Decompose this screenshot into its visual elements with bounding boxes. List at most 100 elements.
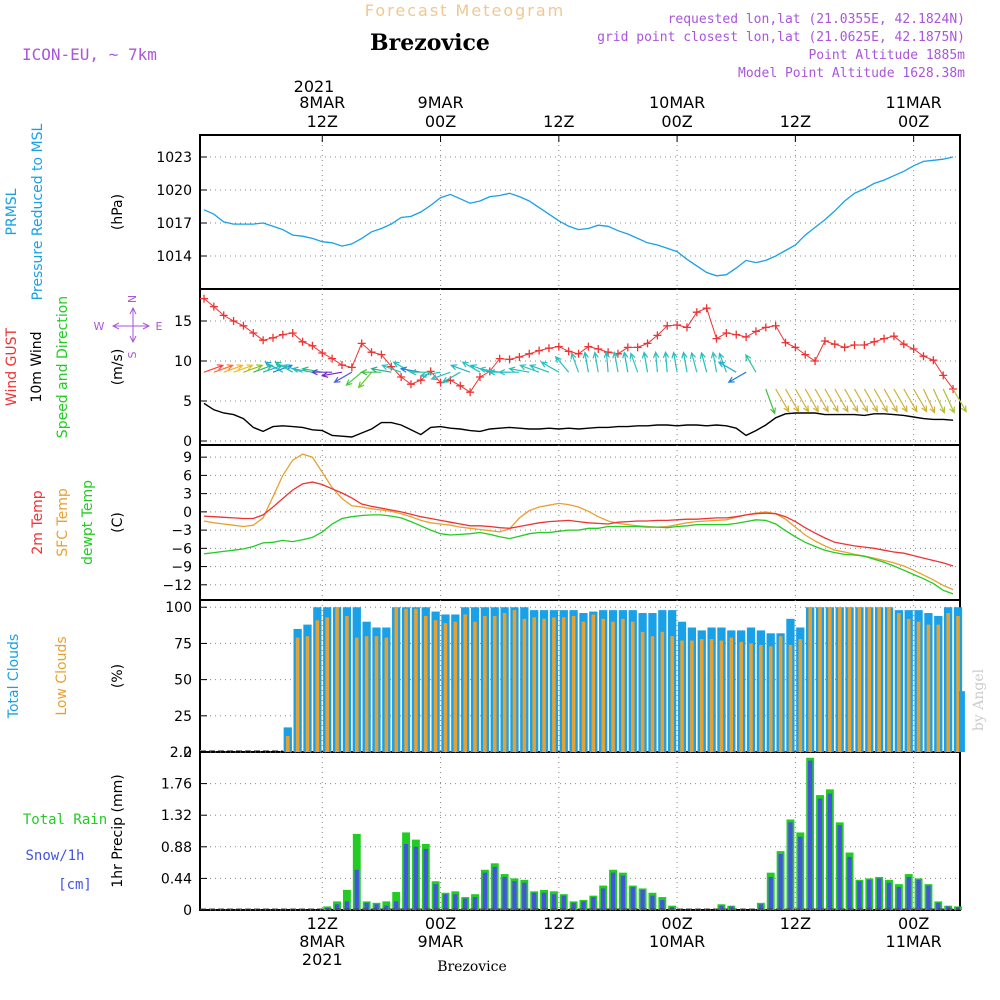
gust-marker-8 [278, 330, 287, 339]
low-cloud-bar-75 [946, 613, 950, 752]
gust-marker-63 [820, 337, 829, 345]
snow-bar-73 [926, 885, 931, 910]
gust-marker-12 [318, 349, 327, 357]
ytick-label-1-1: 5 [183, 394, 192, 410]
wind-arrow-69 [883, 388, 898, 413]
low-cloud-bar-60 [798, 639, 803, 752]
low-cloud-bar-64 [837, 607, 842, 752]
snow-bar-45 [650, 895, 655, 910]
gust-marker-51 [702, 304, 711, 313]
bottom-time-label-4: 12Z [780, 914, 811, 933]
wind-arrow-50 [689, 351, 698, 373]
gust-marker-22 [416, 376, 425, 385]
snow-bar-34 [541, 892, 547, 910]
low-cloud-bar-34 [542, 618, 546, 752]
low-cloud-bar-26 [463, 614, 467, 752]
wind-arrow-25 [430, 371, 451, 381]
gust-marker-31 [505, 355, 514, 364]
low-cloud-bar-63 [828, 607, 832, 752]
snow-bar-71 [906, 876, 911, 910]
wind-arrow-35 [528, 364, 550, 373]
low-cloud-bar-56 [759, 644, 763, 752]
wind-arrow-75 [942, 388, 955, 414]
snow-bar-75 [945, 906, 951, 910]
low-cloud-bar-16 [364, 636, 369, 752]
ytick-label-2-6: 6 [183, 468, 192, 484]
ytick-label-3-2: 50 [174, 673, 192, 689]
top-time-label-2: 12Z [543, 112, 574, 131]
wind-arrow-74 [932, 388, 945, 414]
wind-arrow-23 [409, 369, 431, 376]
gust-marker-68 [870, 337, 879, 346]
gust-marker-32 [515, 353, 524, 361]
low-cloud-bar-52 [719, 640, 724, 752]
snow-bar-36 [561, 895, 566, 910]
gust-marker-14 [337, 361, 346, 369]
low-cloud-bar-15 [354, 637, 359, 752]
legend-label-3-1: Low Clouds [54, 636, 70, 715]
ytick-label-2-5: 3 [183, 487, 192, 503]
snow-bar-53 [729, 906, 734, 910]
wind-arrow-71 [903, 388, 918, 413]
ytick-label-2-1: −9 [171, 560, 192, 576]
gust-marker-40 [594, 345, 603, 353]
wind-arrow-42 [612, 351, 619, 373]
low-cloud-bar-18 [384, 637, 389, 752]
snow-bar-25 [453, 894, 458, 910]
wind-arrow-63 [824, 388, 839, 413]
wind-arrow-2 [223, 364, 244, 373]
wind-arrow-51 [699, 351, 708, 373]
gust-marker-62 [811, 357, 820, 365]
snow-bar-63 [827, 793, 833, 910]
wind-arrow-45 [641, 351, 649, 373]
gust-marker-59 [781, 338, 790, 347]
wind-arrow-60 [794, 388, 810, 413]
wind-arrow-8 [264, 361, 284, 373]
snow-bar-41 [610, 872, 616, 910]
low-cloud-bar-44 [640, 631, 645, 752]
compass-s-label: S [126, 351, 139, 358]
snow-bar-52 [719, 905, 724, 910]
snow-bar-69 [886, 882, 892, 910]
gust-marker-27 [466, 388, 475, 397]
gust-marker-37 [564, 347, 573, 356]
gust-marker-67 [860, 341, 869, 349]
wind-arrow-58 [775, 388, 790, 413]
ytick-label-4-4: 1.76 [161, 777, 192, 793]
snow-bar-66 [857, 881, 862, 910]
ytick-label-4-3: 1.32 [161, 808, 192, 824]
pressure-line [203, 156, 954, 277]
snow-bar-21 [413, 846, 419, 910]
gust-marker-0 [200, 294, 208, 303]
low-cloud-bar-10 [305, 636, 310, 752]
gust-marker-65 [840, 343, 849, 352]
low-cloud-bar-27 [473, 621, 477, 752]
legend-label-3-0: Total Clouds [6, 634, 22, 719]
snow-bar-38 [581, 901, 586, 910]
gust-marker-53 [722, 329, 731, 337]
low-cloud-bar-48 [680, 640, 684, 752]
gust-marker-21 [406, 380, 415, 389]
wind-arrow-40 [592, 351, 599, 373]
wind-arrow-28 [461, 361, 481, 373]
gust-marker-34 [535, 346, 544, 355]
gust-marker-6 [259, 336, 268, 345]
low-cloud-bar-45 [650, 636, 655, 752]
wind-arrow-64 [834, 388, 849, 413]
low-cloud-bar-11 [315, 620, 320, 752]
top-date-label-0: 8MAR [299, 93, 345, 112]
low-cloud-bar-46 [660, 631, 665, 752]
wind-arrow-19 [370, 366, 392, 373]
gust-marker-58 [771, 321, 780, 330]
gust-marker-4 [239, 321, 248, 330]
gust-marker-55 [742, 333, 751, 341]
low-cloud-bar-66 [857, 607, 862, 752]
gust-marker-48 [673, 321, 682, 329]
wind-arrow-56 [745, 353, 757, 373]
snow-bar-16 [364, 902, 369, 910]
wind-arrow-33 [508, 366, 530, 373]
wind-arrow-5 [253, 364, 274, 373]
gust-marker-16 [357, 339, 366, 348]
snow-bar-31 [512, 881, 517, 910]
snow-bar-24 [443, 894, 448, 910]
